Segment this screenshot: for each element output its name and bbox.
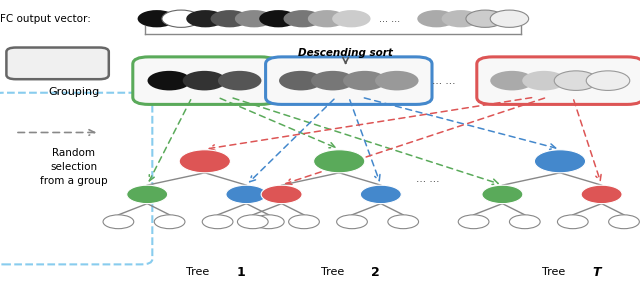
Text: 1: 1 (237, 266, 246, 279)
Circle shape (332, 10, 371, 27)
Circle shape (237, 215, 268, 229)
Text: ... ...: ... ... (379, 14, 400, 24)
Text: FC output vector:: FC output vector: (0, 14, 91, 24)
Text: T: T (592, 266, 600, 279)
Circle shape (253, 215, 284, 229)
Circle shape (557, 215, 588, 229)
Text: Tree: Tree (541, 267, 572, 277)
Text: Tree: Tree (186, 267, 217, 277)
Circle shape (509, 215, 540, 229)
Circle shape (289, 215, 319, 229)
Circle shape (211, 10, 249, 27)
Circle shape (218, 71, 262, 90)
FancyBboxPatch shape (6, 48, 109, 79)
Text: Descending sort: Descending sort (298, 48, 393, 58)
FancyBboxPatch shape (477, 57, 640, 105)
Circle shape (581, 185, 622, 204)
Text: ... ...: ... ... (416, 174, 440, 183)
FancyBboxPatch shape (0, 93, 152, 264)
Circle shape (314, 150, 365, 173)
Circle shape (261, 185, 302, 204)
Text: Tree: Tree (321, 267, 351, 277)
Circle shape (388, 215, 419, 229)
Circle shape (308, 10, 346, 27)
Circle shape (490, 10, 529, 27)
Circle shape (138, 10, 176, 27)
Circle shape (162, 10, 200, 27)
Circle shape (337, 215, 367, 229)
Circle shape (235, 10, 273, 27)
Circle shape (284, 10, 322, 27)
Circle shape (154, 215, 185, 229)
Circle shape (466, 10, 504, 27)
Circle shape (147, 71, 191, 90)
Text: Random
selection
from a group: Random selection from a group (40, 148, 108, 186)
Circle shape (375, 71, 419, 90)
Circle shape (482, 185, 523, 204)
Circle shape (554, 71, 598, 90)
Circle shape (226, 185, 267, 204)
Circle shape (586, 71, 630, 90)
Circle shape (311, 71, 355, 90)
Text: ... ...: ... ... (432, 76, 456, 86)
FancyBboxPatch shape (266, 57, 432, 105)
Circle shape (202, 215, 233, 229)
Circle shape (360, 185, 401, 204)
Circle shape (183, 71, 227, 90)
Circle shape (417, 10, 456, 27)
Text: 2: 2 (371, 266, 380, 279)
Circle shape (534, 150, 586, 173)
Circle shape (458, 215, 489, 229)
Circle shape (179, 150, 230, 173)
Text: Grouping: Grouping (48, 87, 99, 97)
Circle shape (259, 10, 298, 27)
Circle shape (490, 71, 534, 90)
Circle shape (442, 10, 480, 27)
Circle shape (522, 71, 566, 90)
Circle shape (609, 215, 639, 229)
FancyBboxPatch shape (133, 57, 277, 105)
Circle shape (343, 71, 387, 90)
Circle shape (279, 71, 323, 90)
Circle shape (127, 185, 168, 204)
Circle shape (186, 10, 225, 27)
Circle shape (103, 215, 134, 229)
